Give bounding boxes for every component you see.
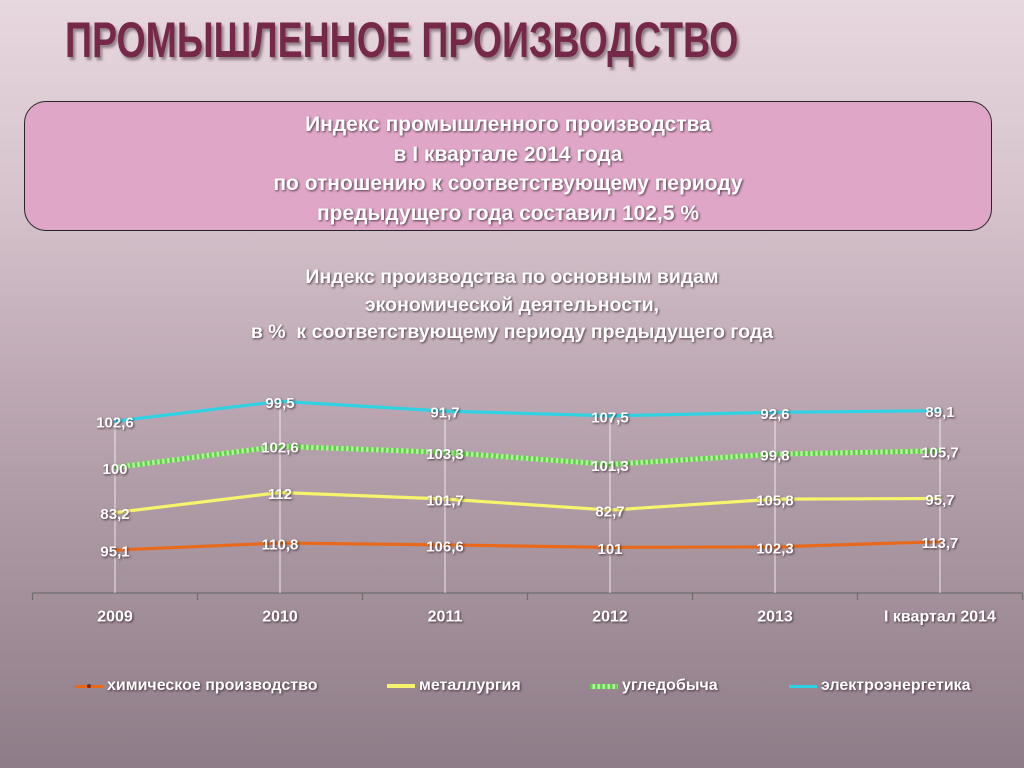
data-label-chemical: 113,7 — [922, 535, 959, 552]
x-tick-label: 2009 — [97, 609, 133, 626]
data-label-metallurgy: 112 — [268, 486, 292, 503]
data-label-power: 89,1 — [925, 404, 954, 421]
x-tick-label: 2013 — [757, 609, 793, 626]
chart-title-line: экономической деятельности, — [364, 293, 660, 316]
data-label-metallurgy: 105,8 — [756, 493, 794, 510]
drop-lines — [114, 401, 941, 593]
data-label-coal: 105,7 — [921, 444, 959, 461]
legend-item-metallurgy: металлургия — [387, 676, 521, 696]
legend-label-coal: угледобыча — [622, 677, 718, 694]
chart-title-line: в % к соответствующему периоду предыдуще… — [250, 321, 774, 343]
data-label-chemical: 110,8 — [262, 537, 299, 554]
data-label-chemical: 102,3 — [756, 540, 794, 557]
data-label-coal: 100 — [102, 461, 127, 478]
data-label-coal: 103,3 — [426, 446, 464, 463]
data-label-chemical: 95,1 — [100, 544, 129, 561]
slide-title: ПРОМЫШЛЕННОЕ ПРОИЗВОДСТВО — [65, 12, 739, 68]
data-label-metallurgy: 82,7 — [595, 504, 624, 521]
data-label-coal: 102,6 — [261, 440, 299, 457]
legend-label-chemical: химическое производство — [107, 677, 318, 694]
series-line-coal-base — [112, 443, 943, 470]
legend-marker-chemical — [75, 684, 103, 688]
series-line-chemical — [113, 540, 942, 552]
data-label-power: 107,5 — [591, 409, 629, 426]
legend-item-power: электроэнергетика — [789, 676, 971, 696]
summary-line: по отношению к соответствующему периоду — [273, 172, 743, 196]
data-label-chemical: 106,6 — [426, 538, 464, 555]
x-tick-label: 2010 — [262, 609, 298, 626]
x-tick-label: 2011 — [428, 609, 463, 626]
data-label-power: 102,6 — [96, 415, 134, 432]
data-label-metallurgy: 101,7 — [426, 493, 464, 510]
series-line-metallurgy — [113, 490, 942, 515]
summary-box: Индекс промышленного производства в I кв… — [24, 101, 992, 231]
chart-title: Индекс производства по основным видам эк… — [0, 264, 1024, 347]
data-label-metallurgy: 83,2 — [100, 506, 129, 523]
data-label-chemical: 101 — [597, 541, 622, 558]
data-label-power: 92,6 — [760, 406, 789, 423]
data-label-power: 99,5 — [265, 395, 294, 412]
data-labels: 95,1 110,8 106,6 101 102,3 113,7 83,2 112 101,7 8… — [96, 395, 959, 561]
legend-marker-power — [789, 684, 817, 688]
legend-item-chemical: химическое производство — [75, 676, 317, 696]
legend-item-coal: угледобыча — [590, 676, 718, 696]
summary-line: в I квартале 2014 года — [393, 142, 623, 166]
x-axis: 2009 2010 2011 2012 2013 I квартал 2014 — [31, 592, 1024, 626]
summary-line: предыдущего года составил 102,5 % — [316, 202, 700, 226]
legend-label-power: электроэнергетика — [821, 677, 971, 694]
data-label-coal: 99,8 — [760, 448, 789, 465]
legend-marker-coal — [590, 683, 618, 689]
series-lines — [112, 399, 943, 552]
legend-label-metallurgy: металлургия — [419, 677, 521, 694]
line-chart: 2009 2010 2011 2012 2013 I квартал 2014 95,1 11… — [31, 395, 1024, 626]
x-tick-label: I квартал 2014 — [884, 609, 996, 626]
summary-line: Индекс промышленного производства — [305, 113, 711, 136]
data-label-metallurgy: 95,7 — [925, 492, 954, 509]
series-line-power — [113, 399, 942, 423]
data-label-coal: 101,3 — [591, 458, 629, 475]
legend-marker-metallurgy — [387, 684, 415, 688]
data-label-power: 91,7 — [430, 405, 459, 422]
x-tick-label: 2012 — [592, 609, 628, 626]
legend-marker-dot — [87, 684, 91, 688]
chart-title-line: Индекс производства по основным видам — [305, 266, 719, 288]
